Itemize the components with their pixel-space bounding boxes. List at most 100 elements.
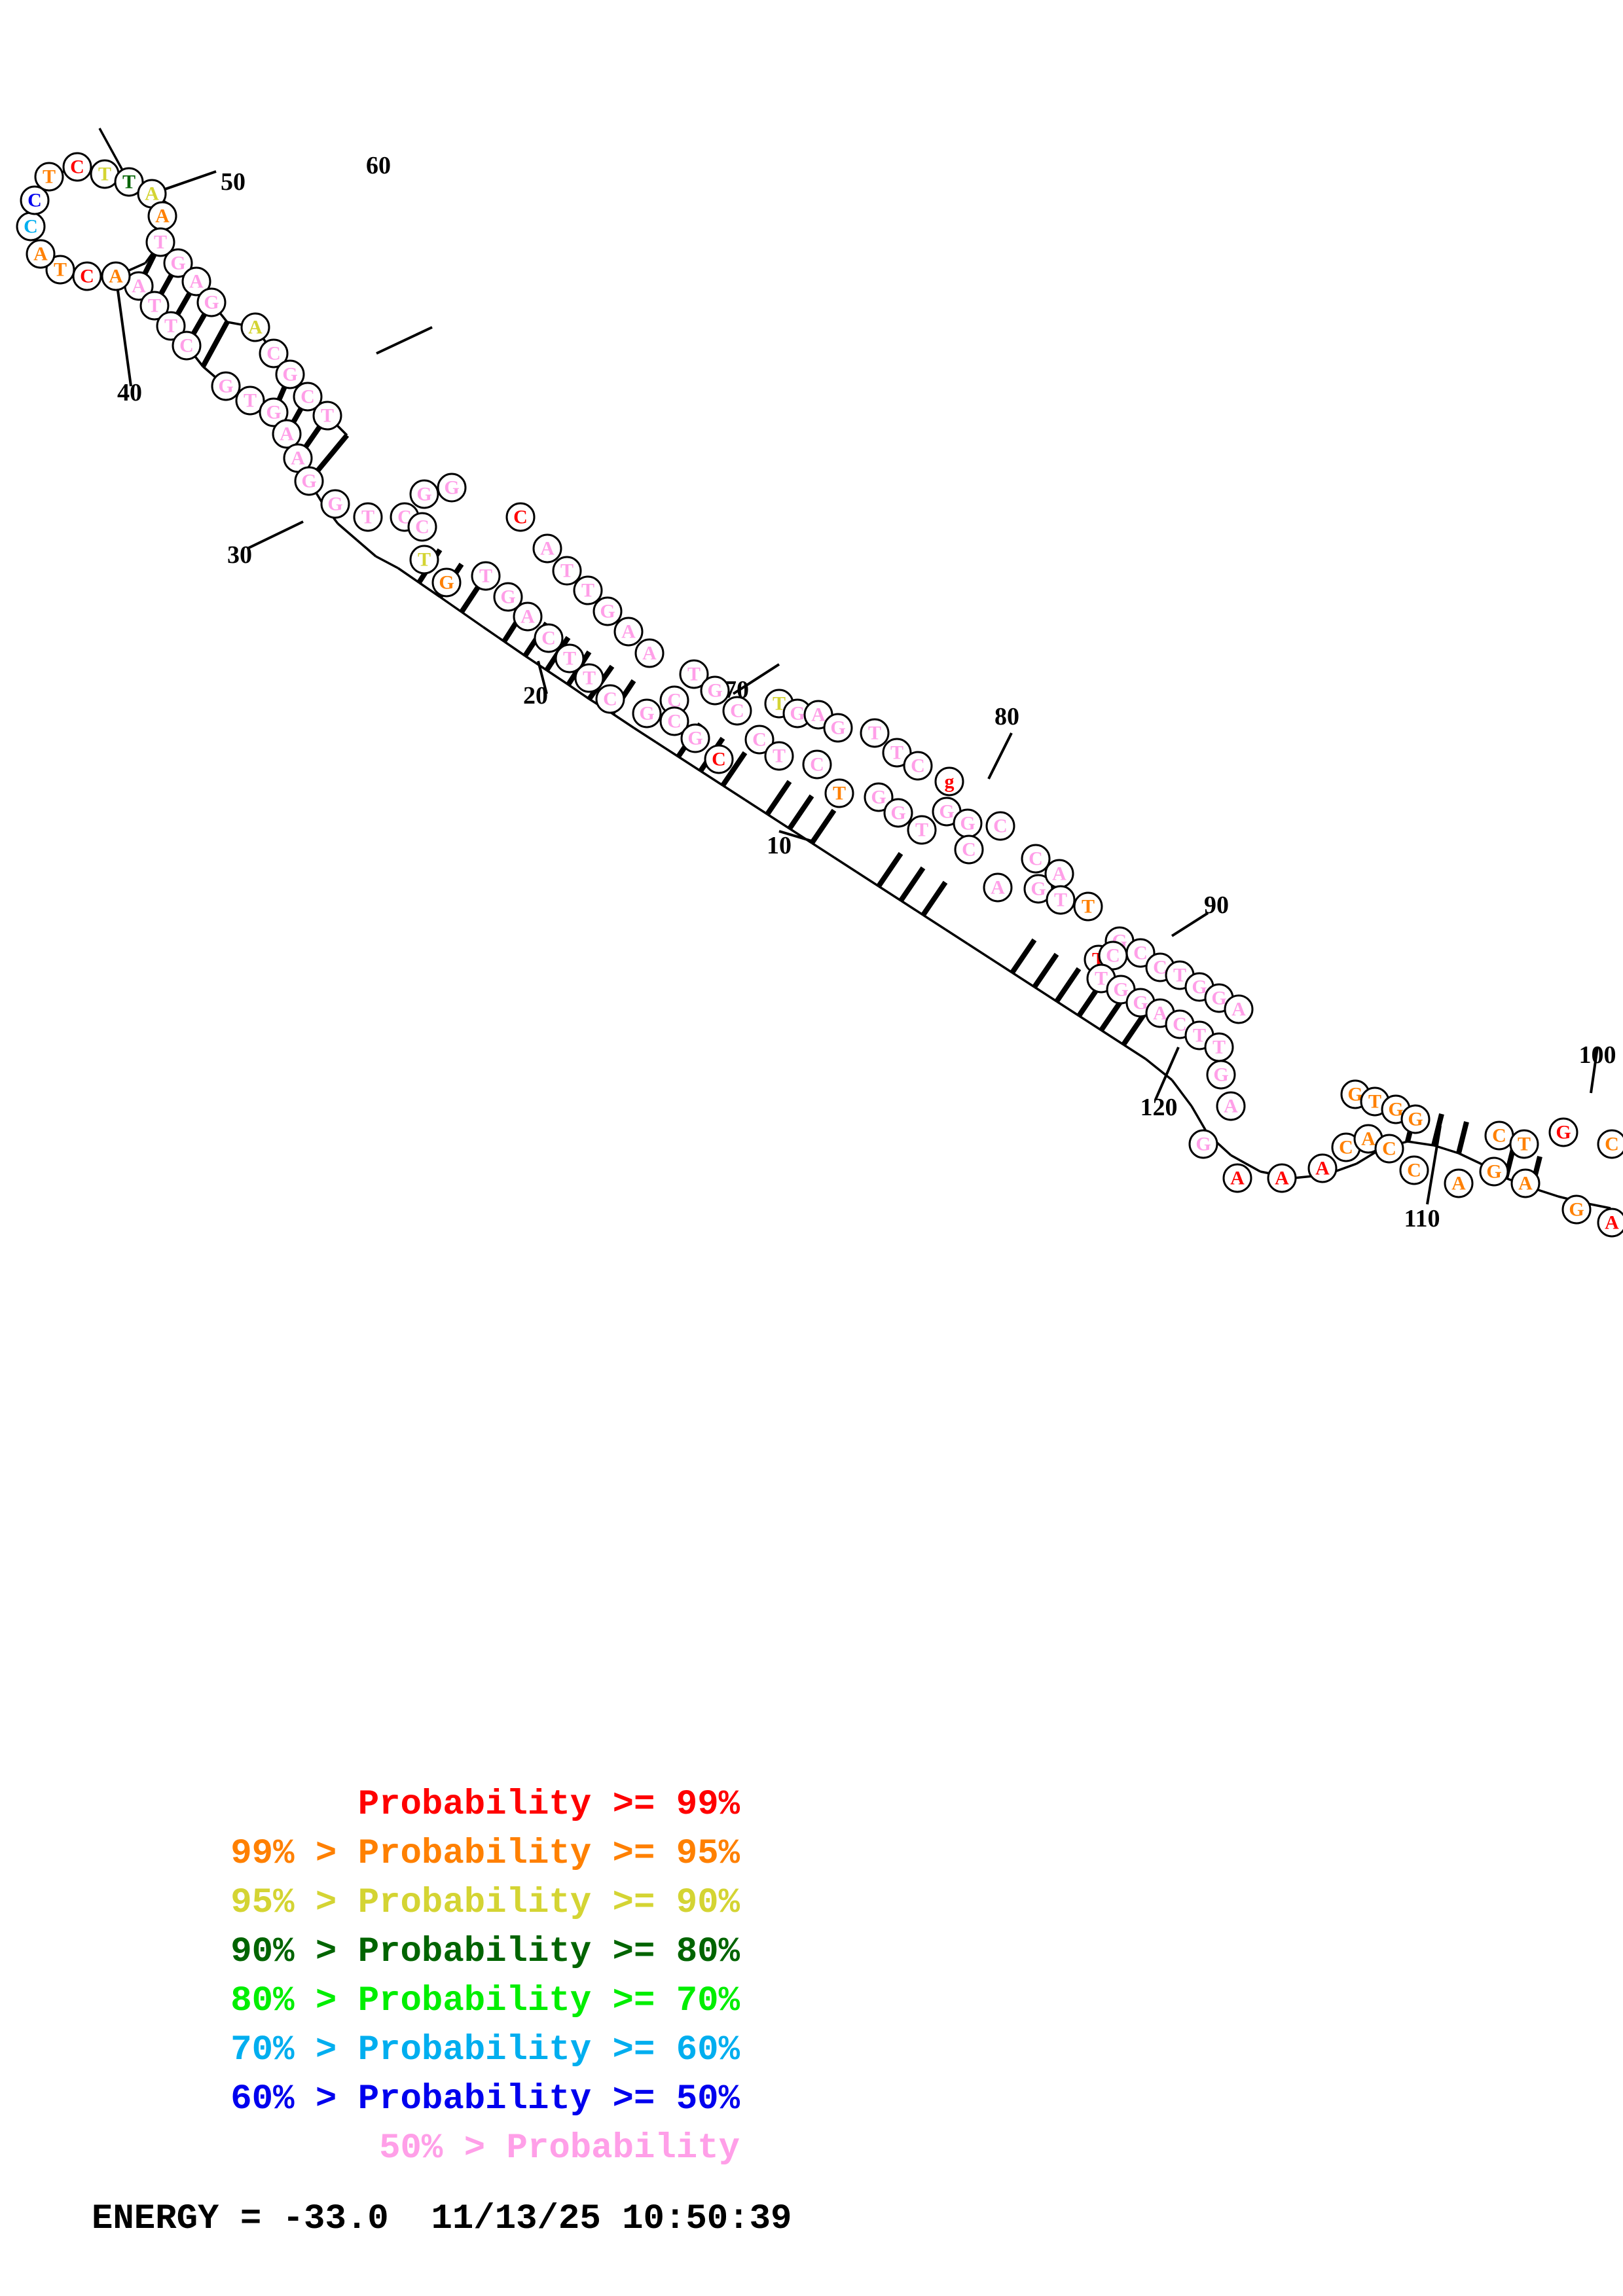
nucleotide-node: A	[1307, 1153, 1338, 1183]
svg-text:C: C	[1029, 848, 1043, 870]
nucleotide-node: C	[1125, 938, 1156, 968]
nucleotide-node: C	[802, 749, 832, 780]
svg-text:T: T	[1082, 896, 1095, 918]
svg-text:T: T	[1054, 889, 1067, 911]
svg-text:T: T	[244, 390, 257, 412]
svg-text:T: T	[418, 549, 431, 571]
nucleotide-node: A	[147, 201, 177, 231]
nucleotide-node: A	[1510, 1168, 1541, 1198]
svg-text:G: G	[1133, 992, 1148, 1014]
nucleotide-node: A	[26, 239, 56, 269]
svg-text:G: G	[639, 703, 654, 725]
nucleotide-node: A	[983, 872, 1013, 903]
nucleotide-node: A	[1216, 1091, 1246, 1121]
svg-text:C: C	[1106, 945, 1120, 967]
svg-text:G: G	[1388, 1099, 1403, 1121]
svg-text:A: A	[1230, 1168, 1245, 1189]
svg-text:A: A	[642, 643, 657, 664]
svg-text:A: A	[155, 206, 170, 227]
nucleotide-node: C	[1399, 1155, 1429, 1185]
nucleotide-node: T	[555, 643, 585, 673]
svg-text:C: C	[70, 156, 84, 178]
svg-text:C: C	[962, 839, 976, 861]
nucleotide-node: G	[1548, 1117, 1578, 1147]
nucleotide-node: T	[574, 663, 604, 693]
legend-row-99: Probability >= 99%	[357, 1785, 740, 1825]
nucleotide-node: A	[513, 601, 543, 632]
svg-text:T: T	[687, 664, 701, 685]
svg-text:A: A	[145, 183, 159, 205]
svg-text:C: C	[810, 754, 824, 776]
svg-text:G: G	[204, 292, 219, 314]
nucleotide-node: C	[595, 684, 625, 714]
nucleotide-node: T	[145, 227, 175, 257]
rna-structure-diagram: 50 40 30 60 20 10 70 80 90 120 110 100 C…	[16, 128, 1623, 1238]
nucleotide-node: C	[293, 382, 323, 412]
svg-text:A: A	[811, 704, 826, 726]
nucleotide-node: g	[934, 766, 964, 797]
nucleotide-node: T	[824, 778, 854, 808]
nucleotide-node: G	[782, 698, 812, 728]
nucleotide-node: A	[181, 266, 211, 296]
nucleotide-node: T	[45, 255, 75, 285]
nucleotide-node: A	[240, 312, 270, 342]
svg-text:A: A	[1605, 1212, 1619, 1234]
nucleotide-node: C	[1331, 1132, 1361, 1162]
svg-text:G: G	[1195, 1134, 1211, 1155]
nucleotide-node: C	[407, 512, 437, 542]
nucleotide-node: G	[294, 466, 324, 496]
probability-legend: Probability >= 99% 99% > Probability >= …	[0, 1780, 1623, 2242]
svg-text:G: G	[218, 376, 233, 397]
nucleotide-node: T	[156, 311, 186, 341]
svg-text:G: G	[871, 787, 886, 808]
nucleotide-node: G	[1400, 1104, 1431, 1134]
nucleotide-node: G	[883, 798, 913, 828]
svg-text:A: A	[1275, 1168, 1289, 1189]
nucleotide-node: C	[744, 725, 775, 755]
svg-text:G: G	[707, 680, 722, 702]
nucleotide-node: C	[985, 811, 1015, 841]
svg-text:G: G	[1113, 979, 1128, 1001]
nucleotide-node: G	[320, 489, 350, 519]
svg-text:G: G	[444, 477, 459, 499]
svg-text:C: C	[667, 690, 682, 711]
svg-text:T: T	[1518, 1134, 1531, 1155]
svg-text:G: G	[939, 801, 954, 823]
svg-text:T: T	[479, 565, 492, 587]
svg-text:T: T	[915, 819, 928, 841]
nucleotide-node: T	[114, 167, 144, 197]
svg-text:A: A	[132, 276, 146, 297]
nucleotide-node: G	[1023, 874, 1053, 904]
seq-number-100: 100	[1579, 1041, 1616, 1069]
svg-text:T: T	[1213, 1037, 1226, 1058]
svg-text:T: T	[321, 405, 334, 427]
nucleotide-node: T	[1073, 891, 1103, 922]
backbone-lines	[29, 128, 1611, 1210]
svg-text:C: C	[712, 749, 726, 770]
nucleotide-node: A	[124, 271, 154, 301]
svg-text:T: T	[563, 648, 576, 670]
nucleotide-node: T	[1046, 885, 1076, 915]
svg-text:C: C	[27, 190, 42, 211]
seq-number-40: 40	[117, 379, 142, 406]
seq-number-90: 90	[1204, 891, 1229, 919]
nucleotide-node: G	[700, 675, 730, 706]
nucleotide-node: T	[1204, 1032, 1234, 1062]
nucleotide-node: G	[1188, 1129, 1218, 1159]
nucleotide-node: G	[864, 782, 894, 812]
svg-text:G: G	[327, 493, 342, 515]
legend-row-80: 90% > Probability >= 80%	[230, 1932, 740, 1972]
nucleotide-node: C	[659, 706, 689, 736]
svg-text:A: A	[621, 621, 636, 643]
svg-text:A: A	[1153, 1003, 1167, 1024]
sequence-number-labels: 50 40 30 60 20 10 70 80 90 120 110 100	[117, 152, 1616, 1232]
nucleotide-node: G	[493, 582, 523, 612]
svg-text:G: G	[1213, 1064, 1228, 1086]
nucleotide-node: C	[534, 623, 564, 653]
nucleotide-node: A	[1222, 1163, 1252, 1193]
nucleotide-node: C	[62, 152, 92, 182]
nucleotide-node: G	[1184, 972, 1214, 1002]
nucleotide-node: G	[632, 698, 662, 728]
nucleotide-node: T	[552, 556, 582, 586]
svg-text:T: T	[773, 693, 786, 715]
